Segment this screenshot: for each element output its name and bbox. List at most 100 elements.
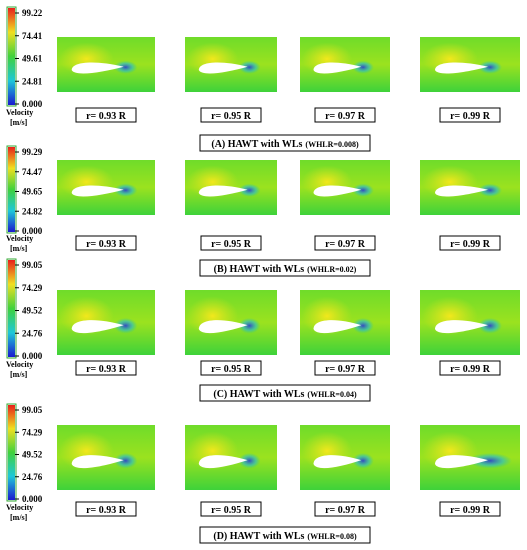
colorbar: [8, 405, 15, 500]
panel-label: r= 0.93 R: [86, 111, 127, 122]
caption-param: (WHLR=0.008): [305, 140, 359, 149]
wake-zone: [238, 317, 261, 334]
wake-zone: [352, 60, 374, 74]
wake-zone: [478, 317, 502, 334]
panel-label: r= 0.93 R: [86, 239, 127, 250]
panel-label: r= 0.97 R: [325, 364, 366, 375]
colorbar-label: Velocity: [6, 234, 33, 243]
colorbar: [8, 147, 15, 232]
panel-label-box: [200, 360, 262, 376]
wake-zone: [352, 452, 374, 469]
colorbar-label: Velocity: [6, 503, 33, 512]
airfoil: [313, 185, 362, 197]
airfoil: [71, 320, 124, 334]
airfoil: [435, 320, 488, 334]
panel-label: r= 0.97 R: [325, 505, 366, 516]
colorbar-tick-label: 74.47: [22, 167, 43, 177]
airfoil: [71, 185, 124, 197]
airfoil: [71, 62, 124, 74]
caption-box: [199, 384, 371, 402]
panel-label-box: [314, 235, 376, 251]
panel-label: r= 0.95 R: [211, 364, 252, 375]
panel-label: r= 0.93 R: [86, 505, 127, 516]
colorbar-tick-label: 99.05: [22, 405, 43, 415]
panel-label-box: [314, 360, 376, 376]
wake-zone: [238, 183, 261, 197]
panel-label-box: [439, 107, 501, 123]
colorbar-tick-label: 0.000: [22, 351, 43, 361]
caption: (A) HAWT with WLs (WHLR=0.008): [211, 139, 359, 150]
colorbar-label: Velocity: [6, 360, 33, 369]
colorbar: [8, 260, 15, 357]
wake-zone: [478, 183, 502, 197]
panel-label-box: [439, 501, 501, 517]
colorbar-label: Velocity: [6, 108, 33, 117]
colorbar-unit: [m/s]: [10, 513, 28, 522]
panel-label-box: [75, 360, 137, 376]
caption-main: (D) HAWT with WLs: [213, 531, 304, 542]
wake-zone: [352, 317, 374, 334]
airfoil: [313, 62, 362, 74]
wake-zone: [468, 452, 512, 469]
colorbar-tick-label: 99.29: [22, 147, 43, 157]
caption: (C) HAWT with WLs (WHLR=0.04): [213, 389, 357, 400]
panel-label-box: [200, 235, 262, 251]
colorbar-tick-label: 49.52: [22, 450, 43, 460]
colorbar-tick-label: 0.000: [22, 226, 43, 236]
colorbar-unit: [m/s]: [10, 244, 28, 253]
panel-label-box: [439, 235, 501, 251]
wake-zone: [238, 60, 261, 74]
caption-param: (WHLR=0.02): [307, 265, 357, 274]
panel-label-box: [75, 501, 137, 517]
airfoil: [198, 320, 248, 334]
panel-label: r= 0.97 R: [325, 239, 366, 250]
caption-main: (B) HAWT with WLs: [214, 264, 305, 275]
airfoil: [435, 455, 488, 469]
airfoil: [313, 455, 362, 469]
colorbar-tick-label: 74.41: [22, 31, 43, 41]
panel-label-box: [314, 501, 376, 517]
colorbar: [8, 8, 15, 105]
colorbar-tick-label: 74.29: [22, 283, 43, 293]
caption-param: (WHLR=0.04): [307, 390, 357, 399]
caption-param: (WHLR=0.08): [307, 532, 357, 541]
airfoil: [198, 455, 248, 469]
panel-label: r= 0.93 R: [86, 364, 127, 375]
caption: (D) HAWT with WLs (WHLR=0.08): [213, 531, 357, 542]
colorbar-tick-label: 24.82: [22, 206, 43, 216]
colorbar-tick-label: 74.29: [22, 427, 43, 437]
wake-zone: [238, 452, 261, 469]
airfoil: [313, 320, 362, 334]
caption-box: [199, 526, 371, 544]
panel-label: r= 0.95 R: [211, 505, 252, 516]
colorbar-tick-label: 0.000: [22, 494, 43, 504]
panel-label-box: [200, 107, 262, 123]
colorbar-unit: [m/s]: [10, 118, 28, 127]
colorbar-tick-label: 99.22: [22, 8, 43, 18]
colorbar-tick-label: 24.76: [22, 328, 43, 338]
wake-zone: [113, 317, 138, 334]
wake-zone: [113, 60, 138, 74]
panel-label-box: [314, 107, 376, 123]
airfoil: [198, 185, 248, 197]
colorbar-tick-label: 49.61: [22, 54, 43, 64]
caption: (B) HAWT with WLs (WHLR=0.02): [214, 264, 357, 275]
wake-zone: [352, 183, 374, 197]
colorbar-tick-label: 24.81: [22, 76, 43, 86]
caption-main: (C) HAWT with WLs: [213, 389, 304, 400]
panel-label: r= 0.99 R: [450, 505, 491, 516]
panel-label-box: [75, 107, 137, 123]
colorbar-tick-label: 24.76: [22, 472, 43, 482]
panel-label: r= 0.99 R: [450, 364, 491, 375]
panel-label-box: [75, 235, 137, 251]
colorbar-unit: [m/s]: [10, 370, 28, 379]
caption-main: (A) HAWT with WLs: [211, 139, 302, 150]
colorbar-tick-label: 0.000: [22, 99, 43, 109]
caption-box: [199, 259, 371, 277]
colorbar-tick-label: 99.05: [22, 260, 43, 270]
airfoil: [435, 185, 488, 197]
panel-label: r= 0.95 R: [211, 111, 252, 122]
panel-label-box: [439, 360, 501, 376]
